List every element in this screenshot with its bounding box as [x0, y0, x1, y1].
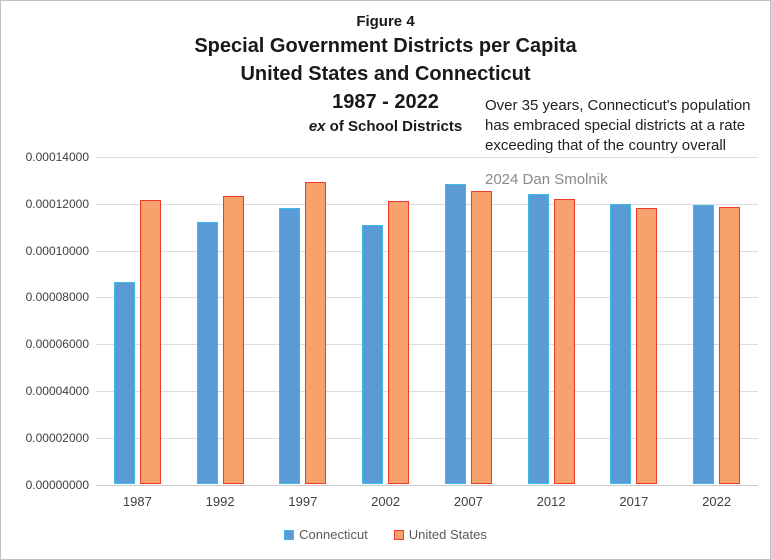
x-axis-tick-label: 1997 — [288, 494, 318, 509]
title-block: Figure 4 Special Government Districts pe… — [1, 11, 770, 137]
bar-united-states-2017 — [636, 207, 658, 485]
y-axis-tick-label: 0.00002000 — [25, 430, 89, 445]
bar-connecticut-2002 — [362, 224, 384, 485]
bar-connecticut-2022 — [693, 205, 715, 485]
gridline — [96, 157, 758, 158]
y-axis-tick-label: 0.00006000 — [25, 337, 89, 352]
y-axis-tick-label: 0.00010000 — [25, 243, 89, 258]
united-states-swatch — [393, 529, 404, 540]
y-axis-tick-label: 0.00014000 — [25, 150, 89, 164]
y-axis-tick-label: 0.00012000 — [25, 196, 89, 211]
legend-item-united-states: United States — [393, 527, 487, 542]
bar-united-states-2007 — [470, 190, 492, 485]
x-axis-tick-label: 1987 — [122, 494, 152, 509]
bar-united-states-1987 — [139, 200, 161, 485]
figure-label: Figure 4 — [356, 13, 415, 30]
chart-title-line-2: United States and Connecticut — [240, 63, 531, 85]
bar-connecticut-1997 — [279, 207, 301, 485]
subtitle-rest: of School Districts — [325, 118, 463, 135]
chart-title-line-1: Special Government Districts per Capita — [194, 35, 577, 57]
x-axis-tick-label: 2022 — [702, 494, 732, 509]
x-axis-tick-label: 2012 — [536, 494, 566, 509]
x-axis-tick-label: 2002 — [371, 494, 401, 509]
annotation-line: exceeding that of the country overall — [485, 137, 726, 154]
bar-connecticut-2007 — [444, 184, 466, 485]
legend-item-connecticut: Connecticut — [284, 527, 368, 542]
gridline — [96, 390, 758, 392]
gridline — [96, 250, 758, 252]
bar-united-states-2002 — [388, 200, 410, 485]
x-axis-tick-label: 1992 — [205, 494, 235, 509]
legend: Connecticut United States — [1, 527, 770, 542]
gridline — [96, 344, 758, 346]
bar-united-states-2012 — [553, 198, 575, 485]
y-axis-tick-label: 0.00000000 — [25, 477, 89, 492]
bar-connecticut-2012 — [527, 194, 549, 485]
gridline — [96, 297, 758, 299]
subtitle-ex: ex — [308, 118, 326, 135]
bar-connecticut-1992 — [196, 222, 218, 485]
bar-united-states-2022 — [719, 207, 741, 485]
legend-label-connecticut: Connecticut — [299, 527, 368, 542]
x-axis-line — [96, 484, 758, 486]
watermark-credit: 2024 Dan Smolnik — [485, 171, 608, 188]
annotation-text: Over 35 years, Connecticut's population … — [485, 96, 765, 156]
bar-united-states-1992 — [222, 196, 244, 485]
legend-label-united-states: United States — [408, 527, 487, 542]
annotation-line: has embraced special districts at a rate — [485, 117, 746, 134]
bar-connecticut-2017 — [610, 204, 632, 485]
bar-connecticut-1987 — [113, 282, 135, 485]
x-axis-tick-label: 2017 — [619, 494, 649, 509]
gridline — [96, 437, 758, 439]
gridline — [96, 203, 758, 205]
connecticut-swatch — [284, 529, 295, 540]
chart-subtitle: ex of School Districts — [1, 116, 770, 137]
chart-title-line-3: 1987 - 2022 — [332, 91, 439, 113]
y-axis-tick-label: 0.00008000 — [25, 290, 89, 305]
annotation-line: Over 35 years, Connecticut's population — [485, 97, 751, 114]
y-axis-tick-label: 0.00004000 — [25, 383, 89, 398]
x-axis-tick-label: 2007 — [453, 494, 483, 509]
bar-united-states-1997 — [305, 182, 327, 485]
